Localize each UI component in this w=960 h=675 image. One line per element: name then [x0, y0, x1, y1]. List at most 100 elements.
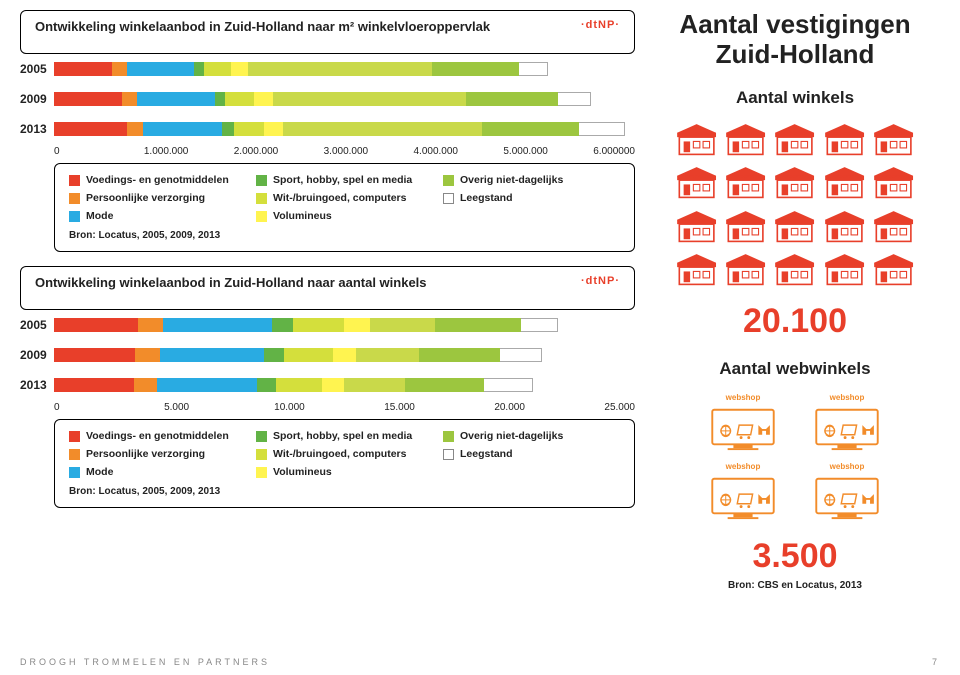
bar-segment: [127, 122, 143, 136]
year-label: 2005: [20, 62, 54, 76]
bar-segment: [54, 318, 138, 332]
shop-icon-wrap: [773, 209, 816, 249]
legend-swatch: [443, 193, 454, 204]
shop-icon: [823, 209, 866, 244]
shop-icon-wrap: [724, 209, 767, 249]
legend-swatch: [69, 175, 80, 186]
bar-segment: [419, 348, 500, 362]
shop-icon: [675, 122, 718, 157]
footer-left: DROOGH TROMMELEN EN PARTNERS: [20, 657, 270, 667]
shop-icon: [773, 252, 816, 287]
bar-segment: [484, 378, 533, 392]
webshop-icon-wrap: webshop: [695, 393, 791, 454]
legend-swatch: [443, 175, 454, 186]
shop-icon-wrap: [675, 209, 718, 249]
bar-track: [54, 92, 635, 106]
bar-segment: [521, 318, 558, 332]
right-heading-1: Aantal vestigingen Zuid-Holland: [650, 10, 940, 70]
legend-item: Persoonlijke verzorging: [69, 448, 246, 460]
shop-icon-wrap: [823, 122, 866, 162]
bar-segment: [248, 62, 432, 76]
webshop-icon: [807, 473, 887, 521]
shop-icon-wrap: [724, 165, 767, 205]
legend-swatch: [69, 211, 80, 222]
shop-icon: [773, 165, 816, 200]
legend-item: [443, 210, 620, 222]
legend-label: Mode: [86, 466, 113, 478]
legend-item: [443, 466, 620, 478]
shop-icon-wrap: [724, 122, 767, 162]
bar-segment: [254, 92, 272, 106]
bar-segment: [272, 318, 293, 332]
chart1-bars: 2005 2009 2013: [20, 62, 635, 136]
bar-segment: [194, 62, 204, 76]
legend-item: Voedings- en genotmiddelen: [69, 430, 246, 442]
bar-segment: [160, 348, 265, 362]
shop-icon: [724, 165, 767, 200]
legend-label: Wit-/bruingoed, computers: [273, 448, 407, 460]
shop-icon: [872, 252, 915, 287]
legend-item: Overig niet-dagelijks: [443, 430, 620, 442]
legend-item: Wit-/bruingoed, computers: [256, 448, 433, 460]
bar-track: [54, 378, 635, 392]
legend-label: Voedings- en genotmiddelen: [86, 430, 229, 442]
bar-segment: [405, 378, 484, 392]
axis-tick: 0: [54, 402, 164, 413]
year-label: 2009: [20, 92, 54, 106]
bar-row: 2013: [20, 378, 635, 392]
legend-item: Wit-/bruingoed, computers: [256, 192, 433, 204]
bar-segment: [138, 318, 164, 332]
bar-segment: [264, 122, 283, 136]
chart1-legend: Voedings- en genotmiddelen Sport, hobby, …: [54, 163, 635, 252]
legend-swatch: [69, 467, 80, 478]
bar-segment: [283, 122, 482, 136]
legend-item: Voedings- en genotmiddelen: [69, 174, 246, 186]
legend-swatch: [256, 193, 267, 204]
bar-segment: [579, 122, 625, 136]
year-label: 2013: [20, 122, 54, 136]
chart1-header: Ontwikkeling winkelaanbod in Zuid-Hollan…: [20, 10, 635, 54]
footer-right: 7: [932, 657, 940, 667]
bar-segment: [54, 378, 134, 392]
legend-item: Mode: [69, 210, 246, 222]
legend-label: Voedings- en genotmiddelen: [86, 174, 229, 186]
legend-label: Sport, hobby, spel en media: [273, 174, 412, 186]
legend-item: Volumineus: [256, 210, 433, 222]
shop-icon-wrap: [773, 252, 816, 292]
bar-segment: [143, 122, 222, 136]
bar-segment: [500, 348, 542, 362]
shop-icon: [675, 252, 718, 287]
legend-label: Sport, hobby, spel en media: [273, 430, 412, 442]
bar-segment: [163, 318, 272, 332]
bar-segment: [122, 92, 137, 106]
legend-label: Persoonlijke verzorging: [86, 192, 205, 204]
bar-track: [54, 348, 635, 362]
bar-track: [54, 122, 635, 136]
shop-icon-wrap: [675, 122, 718, 162]
legend-item: Volumineus: [256, 466, 433, 478]
axis-tick: 3.000.000: [324, 146, 414, 157]
bar-row: 2005: [20, 62, 635, 76]
shop-icon: [724, 122, 767, 157]
shop-icon: [872, 209, 915, 244]
bar-segment: [435, 318, 521, 332]
bar-segment: [370, 318, 435, 332]
dtnp-logo: dtNP: [581, 19, 620, 31]
bar-segment: [356, 348, 419, 362]
legend-swatch: [256, 211, 267, 222]
right-heading-3: Aantal webwinkels: [650, 359, 940, 379]
axis-tick: 4.000.000: [414, 146, 504, 157]
legend-item: Leegstand: [443, 192, 620, 204]
bar-segment: [519, 62, 548, 76]
chart2-title: Ontwikkeling winkelaanbod in Zuid-Hollan…: [35, 275, 427, 292]
shop-icon-wrap: [872, 122, 915, 162]
shop-icon: [872, 165, 915, 200]
webshop-icon: [703, 473, 783, 521]
shop-icon: [675, 165, 718, 200]
bar-row: 2009: [20, 348, 635, 362]
bar-track: [54, 62, 635, 76]
shop-icon-wrap: [823, 165, 866, 205]
bar-segment: [284, 348, 333, 362]
webshop-icon: [807, 404, 887, 452]
bar-segment: [333, 348, 356, 362]
